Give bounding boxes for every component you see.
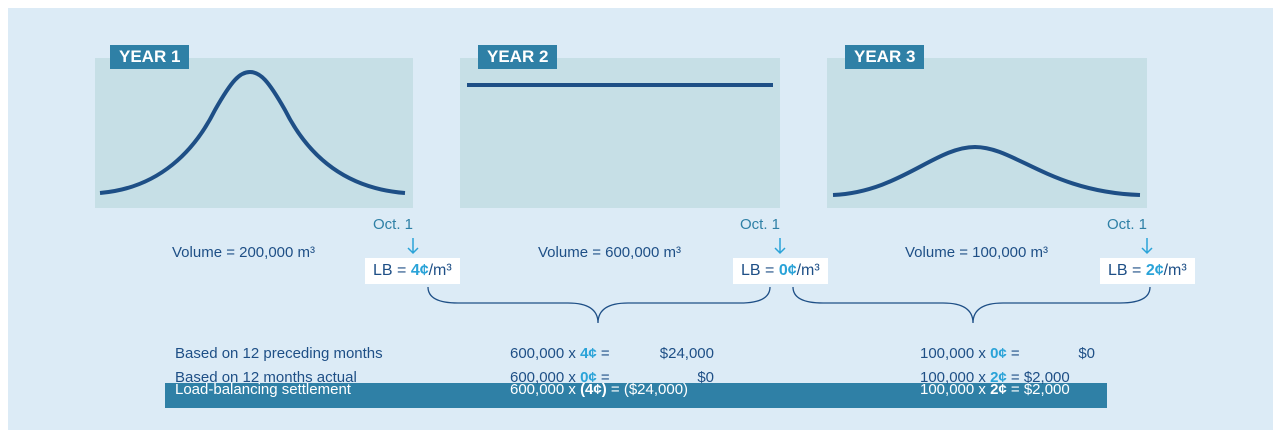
- arrows: [407, 238, 1153, 255]
- calc-prefix: 100,000 x: [920, 345, 991, 362]
- year-box: [460, 58, 780, 208]
- calculation: 100,000 x 2¢ = $2,000: [920, 380, 1070, 400]
- diagram: Load-balancing settlement 600,000 x (4¢) …: [8, 8, 1273, 430]
- lb-prefix: LB =: [1108, 262, 1146, 279]
- row-label: Based on 12 months actual: [175, 369, 357, 386]
- graphics: [95, 58, 1153, 324]
- date: Oct. 1: [1106, 216, 1147, 233]
- lb-value: 4¢: [410, 262, 429, 279]
- brace: [427, 286, 771, 324]
- calc-prefix: 600,000 x: [510, 381, 581, 398]
- year-label: YEAR 1: [110, 45, 190, 69]
- calc-prefix: 100,000 x: [920, 381, 991, 398]
- date: Oct. 1: [739, 216, 780, 233]
- lb-value: 2¢: [1145, 262, 1164, 279]
- settlement-banner: Load-balancing settlement 600,000 x (4¢) …: [165, 380, 1107, 408]
- calc-result: $0: [1078, 345, 1095, 362]
- calc-suffix: =: [596, 369, 610, 386]
- row-label: Based on 12 preceding months: [175, 345, 383, 362]
- calc-suffix: = $2,000: [1006, 369, 1070, 386]
- calc-suffix: = $2,000: [1006, 381, 1070, 398]
- calc-rate: 4¢: [580, 345, 597, 362]
- calc-prefix: 600,000 x: [510, 345, 581, 362]
- calc-rate: 2¢: [990, 369, 1007, 386]
- calc-rate: 0¢: [990, 345, 1007, 362]
- calculation: 600,000 x 4¢ =: [510, 344, 610, 364]
- lb-unit: /m³: [1163, 262, 1187, 279]
- volume: Volume = 600,000 m³: [538, 244, 682, 261]
- calc-result: $24,000: [659, 345, 714, 362]
- date: Oct. 1: [372, 216, 413, 233]
- lb-prefix: LB =: [373, 262, 411, 279]
- calculation: 600,000 x 0¢ =: [510, 368, 610, 388]
- volume: Volume = 200,000 m³: [172, 244, 316, 261]
- year-label: YEAR 3: [845, 45, 925, 69]
- lb-value: 0¢: [778, 262, 797, 279]
- calc-suffix: =: [596, 345, 610, 362]
- calc-rate: (4¢): [580, 381, 607, 398]
- lb-prefix: LB =: [741, 262, 779, 279]
- calculation: 100,000 x 0¢ =: [920, 344, 1020, 364]
- calc-rate: 2¢: [990, 381, 1007, 398]
- calc-prefix: 100,000 x: [920, 369, 991, 386]
- lb-rate: LB = 2¢/m³: [1100, 258, 1195, 284]
- lb-rate: LB = 4¢/m³: [365, 258, 460, 284]
- calc-rate: 0¢: [580, 369, 597, 386]
- lb-unit: /m³: [428, 262, 452, 279]
- demand-curve: [832, 144, 1141, 197]
- row-label: Load-balancing settlement: [175, 381, 351, 398]
- demand-curve: [99, 69, 406, 195]
- calc-suffix: =: [1006, 345, 1020, 362]
- brace: [792, 286, 1151, 324]
- calc-result: $0: [697, 369, 714, 386]
- calc-prefix: 600,000 x: [510, 369, 581, 386]
- volume: Volume = 100,000 m³: [905, 244, 1049, 261]
- calculation: 600,000 x (4¢) = ($24,000): [510, 380, 688, 400]
- year-label: YEAR 2: [478, 45, 558, 69]
- calc-suffix: = ($24,000): [606, 381, 689, 398]
- lb-rate: LB = 0¢/m³: [733, 258, 828, 284]
- year-box: [827, 58, 1147, 208]
- lb-unit: /m³: [796, 262, 820, 279]
- calculation: 100,000 x 2¢ = $2,000: [920, 368, 1070, 388]
